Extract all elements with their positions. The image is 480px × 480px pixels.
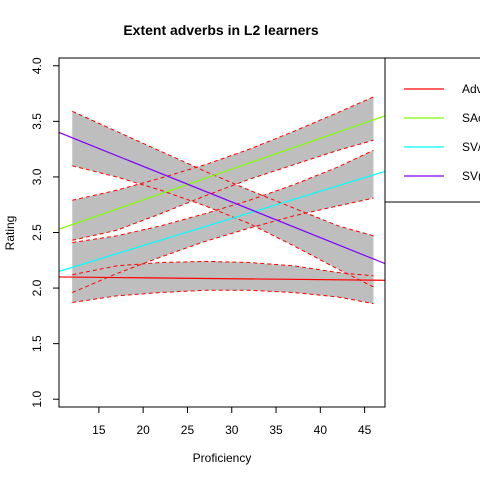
y-tick-label: 3.0 xyxy=(30,168,44,185)
x-tick-label: 15 xyxy=(92,423,106,437)
legend-label-2: SV/ xyxy=(462,140,480,154)
series-line-2 xyxy=(59,170,385,272)
ci-band-1 xyxy=(72,96,374,241)
x-tick-label: 40 xyxy=(314,423,328,437)
y-tick-label: 2.0 xyxy=(30,279,44,296)
x-tick-label: 35 xyxy=(269,423,283,437)
series-line-0 xyxy=(59,276,385,281)
y-tick-label: 2.5 xyxy=(30,224,44,241)
y-tick-label: 4.0 xyxy=(30,57,44,74)
x-tick-label: 20 xyxy=(136,423,150,437)
y-tick-label: 3.5 xyxy=(30,113,44,130)
legend-label-3: SV( xyxy=(462,169,480,183)
x-tick-label: 25 xyxy=(181,423,195,437)
y-tick-label: 1.5 xyxy=(30,335,44,352)
ci-band-3-lower-edge xyxy=(72,165,374,288)
x-axis-label: Proficiency xyxy=(193,451,252,465)
ci-band-0-upper-edge xyxy=(72,260,374,277)
plot-area xyxy=(59,96,385,305)
x-tick-label: 30 xyxy=(225,423,239,437)
ci-band-0-lower-edge xyxy=(72,289,374,305)
y-axis-label: Rating xyxy=(3,216,17,251)
legend-label-1: SAc xyxy=(462,111,480,125)
legend-box xyxy=(384,57,480,203)
x-tick-label: 45 xyxy=(358,423,372,437)
axes: 15 20 25 30 35 40 45 1.0 1.5 2.0 2.5 3.0 3.5 4.0 xyxy=(30,57,386,437)
ci-band-2-upper-edge xyxy=(72,149,374,243)
y-tick-label: 1.0 xyxy=(30,391,44,408)
legend-label-0: Adv xyxy=(462,82,480,96)
series-line-3 xyxy=(59,131,385,265)
series-line-1 xyxy=(59,115,385,230)
ci-band-1-upper-edge xyxy=(72,96,374,201)
legend: Adv SAc SV/SV( xyxy=(384,57,480,203)
ci-band-2-lower-edge xyxy=(72,197,374,293)
ci-band-0 xyxy=(72,261,374,304)
ci-band-1-lower-edge xyxy=(72,139,374,241)
ci-band-3 xyxy=(72,111,374,287)
chart-title: Extent adverbs in L2 learners xyxy=(123,22,319,38)
ci-band-3-upper-edge xyxy=(72,110,374,237)
